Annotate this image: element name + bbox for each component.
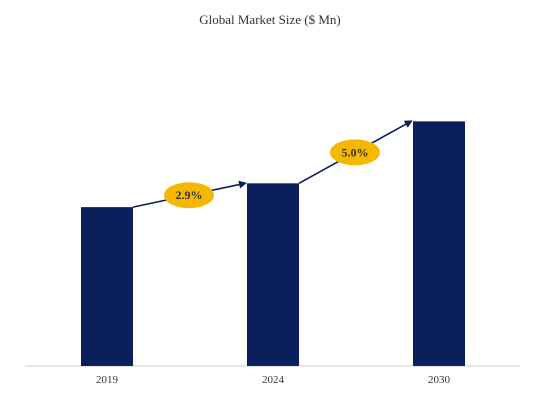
x-tick-label-2030: 2030 [428,374,451,386]
bar-2019 [81,207,133,366]
growth-label-2024-2030: 5.0% [342,145,369,159]
growth-badge-2024-2030 [330,139,380,166]
bar-2024 [247,183,299,366]
x-tick-label-2024: 2024 [262,374,285,386]
growth-label-2019-2024: 2.9% [176,188,203,202]
bar-2030 [413,121,465,366]
growth-badge-2019-2024 [164,182,214,209]
x-tick-label-2019: 2019 [96,374,119,386]
chart-title: Global Market Size ($ Mn) [199,12,341,27]
